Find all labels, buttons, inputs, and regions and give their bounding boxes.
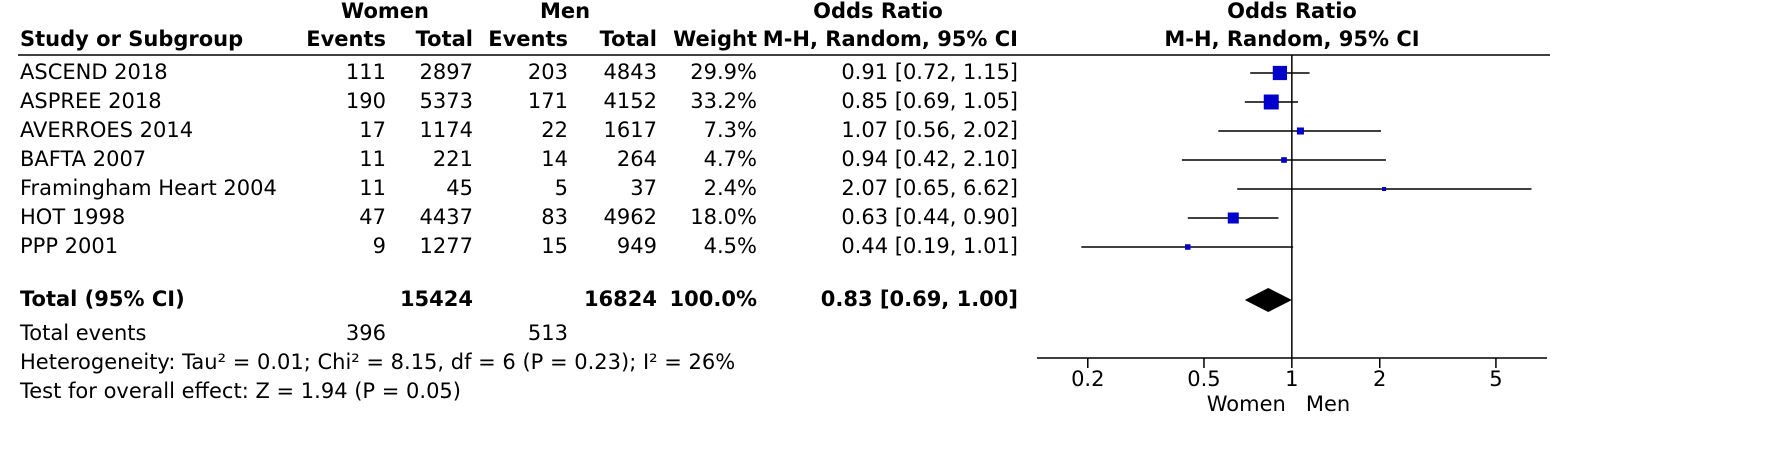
cell: 9: [373, 234, 386, 258]
cell: 949: [617, 234, 657, 258]
cell: 221: [433, 147, 473, 171]
x-tick-label: 2: [1373, 367, 1386, 391]
x-tick-label: 0.2: [1071, 367, 1104, 391]
cell: 0.63 [0.44, 0.90]: [841, 205, 1018, 229]
cell: 11: [359, 176, 386, 200]
study-name: Framingham Heart 2004: [20, 176, 277, 200]
cell: 5373: [420, 89, 473, 113]
x-tick-label: 1: [1285, 367, 1298, 391]
effect-square: [1227, 212, 1239, 224]
cell: 0.94 [0.42, 2.10]: [841, 147, 1018, 171]
column-header: Total: [416, 27, 473, 51]
effect-square: [1184, 244, 1191, 250]
cell: 2.07 [0.65, 6.62]: [841, 176, 1018, 200]
cell: 7.3%: [704, 118, 757, 142]
cell: 33.2%: [690, 89, 757, 113]
column-header: Events: [488, 27, 568, 51]
total-cell: 0.83 [0.69, 1.00]: [821, 287, 1018, 311]
study-name: ASCEND 2018: [20, 60, 168, 84]
group-header: Odds Ratio: [1227, 0, 1357, 23]
group-header: Odds Ratio: [813, 0, 943, 23]
cell: 2897: [420, 60, 473, 84]
group-header: Women: [341, 0, 429, 23]
cell: 0.44 [0.19, 1.01]: [841, 234, 1018, 258]
cell: 1.07 [0.56, 2.02]: [841, 118, 1018, 142]
cell: 45: [446, 176, 473, 200]
cell: 203: [528, 60, 568, 84]
axis-side-label: Women: [1207, 392, 1286, 416]
cell: 37: [630, 176, 657, 200]
cell: 11: [359, 147, 386, 171]
cell: 1174: [420, 118, 473, 142]
axis-side-label: Men: [1306, 392, 1350, 416]
cell: 4.7%: [704, 147, 757, 171]
effect-square: [1382, 186, 1387, 192]
cell: 0.85 [0.69, 1.05]: [841, 89, 1018, 113]
study-name: PPP 2001: [20, 234, 118, 258]
cell: 4437: [420, 205, 473, 229]
effect-square: [1263, 94, 1279, 110]
effect-square: [1281, 157, 1287, 163]
cell: 0.91 [0.72, 1.15]: [841, 60, 1018, 84]
cell: 4843: [604, 60, 657, 84]
cell: 1277: [420, 234, 473, 258]
cell: 190: [346, 89, 386, 113]
events-cell: 513: [528, 321, 568, 345]
cell: 83: [541, 205, 568, 229]
cell: 4152: [604, 89, 657, 113]
cell: 264: [617, 147, 657, 171]
cell: 171: [528, 89, 568, 113]
cell: 18.0%: [690, 205, 757, 229]
cell: 17: [359, 118, 386, 142]
cell: 1617: [604, 118, 657, 142]
overall-effect: Test for overall effect: Z = 1.94 (P = 0…: [19, 379, 461, 403]
cell: 111: [346, 60, 386, 84]
x-tick-label: 5: [1489, 367, 1502, 391]
events-label: Total events: [19, 321, 146, 345]
heterogeneity: Heterogeneity: Tau² = 0.01; Chi² = 8.15,…: [20, 350, 735, 374]
events-cell: 396: [346, 321, 386, 345]
column-header: Study or Subgroup: [20, 27, 243, 51]
cell: 14: [541, 147, 568, 171]
cell: 29.9%: [690, 60, 757, 84]
cell: 5: [555, 176, 568, 200]
column-header: M-H, Random, 95% CI: [1164, 27, 1419, 51]
total-label: Total (95% CI): [20, 287, 185, 311]
study-name: HOT 1998: [20, 205, 125, 229]
total-cell: 15424: [400, 287, 473, 311]
group-header: Men: [540, 0, 590, 23]
study-name: AVERROES 2014: [20, 118, 193, 142]
total-cell: 16824: [584, 287, 657, 311]
study-name: BAFTA 2007: [20, 147, 146, 171]
x-tick-label: 0.5: [1187, 367, 1220, 391]
total-diamond: [1244, 288, 1292, 312]
effect-square: [1296, 127, 1304, 135]
study-name: ASPREE 2018: [20, 89, 162, 113]
column-header: Weight: [673, 27, 757, 51]
column-header: Events: [306, 27, 386, 51]
column-header: Total: [600, 27, 657, 51]
cell: 47: [359, 205, 386, 229]
cell: 15: [541, 234, 568, 258]
cell: 4.5%: [704, 234, 757, 258]
total-cell: 100.0%: [670, 287, 757, 311]
column-header: M-H, Random, 95% CI: [763, 27, 1018, 51]
effect-square: [1272, 65, 1288, 81]
cell: 22: [541, 118, 568, 142]
cell: 2.4%: [704, 176, 757, 200]
cell: 4962: [604, 205, 657, 229]
